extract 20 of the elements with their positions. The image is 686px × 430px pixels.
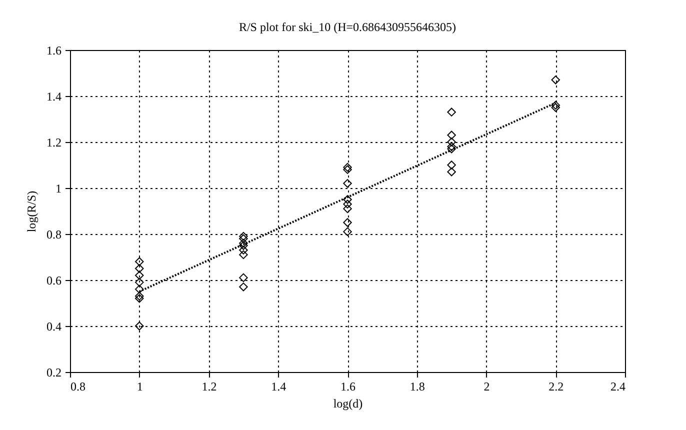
x-tick-label: 1.2 [202, 380, 217, 394]
x-tick-label: 1.8 [410, 380, 425, 394]
y-tick-label: 0.4 [46, 320, 62, 334]
x-tick-label: 2.2 [548, 380, 564, 394]
x-axis-title: log(d) [333, 396, 363, 410]
x-tick-label: 1.4 [271, 380, 286, 394]
y-tick-label: 1 [56, 182, 62, 196]
x-tick-label: 1.6 [340, 380, 356, 394]
y-tick-label: 1.4 [46, 90, 62, 104]
x-tick-label: 0.8 [70, 380, 86, 394]
y-axis-title: log(R/S) [24, 190, 38, 232]
y-tick-label: 1.2 [46, 136, 62, 150]
x-tick-label: 1 [136, 380, 143, 394]
y-tick-label: 1.6 [46, 44, 62, 58]
y-tick-label: 0.6 [46, 274, 62, 288]
x-tick-label: 2.4 [610, 380, 626, 394]
y-tick-label: 0.8 [46, 228, 62, 242]
chart-title: R/S plot for ski_10 (H=0.686430955646305) [238, 20, 456, 34]
x-tick-label: 2 [484, 380, 490, 394]
y-tick-label: 0.2 [46, 366, 62, 380]
